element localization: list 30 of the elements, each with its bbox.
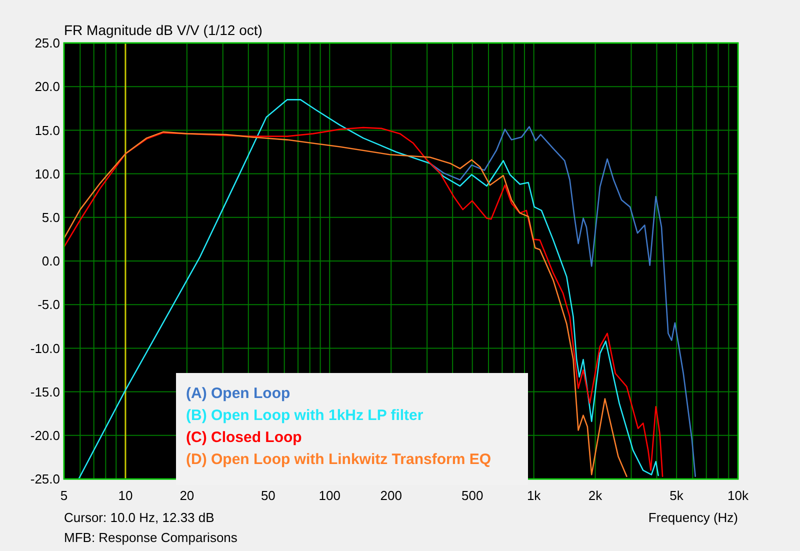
text: (B) Open Loop with 1kHz LP filter	[186, 407, 424, 424]
x-tick-label: 5	[60, 488, 68, 503]
x-tick-label: 20	[180, 488, 194, 503]
x-tick-label: 2k	[588, 488, 603, 503]
x-tick-label: 10	[118, 488, 133, 503]
x-tick-label: 200	[380, 488, 402, 503]
y-tick-label: -25.0	[30, 472, 60, 487]
chart-title: FR Magnitude dB V/V (1/12 oct)	[64, 22, 262, 38]
x-tick-label: 500	[462, 488, 484, 503]
x-tick-label: 100	[318, 488, 340, 503]
x-axis-title: Frequency (Hz)	[648, 510, 738, 525]
y-tick-label: -10.0	[30, 340, 60, 356]
y-tick-label: -5.0	[38, 297, 60, 312]
x-tick-label: 1k	[526, 488, 542, 503]
text: (C) Closed Loop	[186, 429, 302, 446]
text: (A) Open Loop	[186, 385, 290, 402]
y-tick-label: 25.0	[34, 36, 60, 51]
y-tick-label: 5.0	[42, 210, 60, 225]
y-tick-label: 20.0	[34, 79, 60, 94]
y-tick-label: 0.0	[42, 254, 60, 269]
text: MFB: Response Comparisons	[64, 530, 238, 545]
y-tick-label: -20.0	[30, 428, 60, 443]
text: Cursor: 10.0 Hz, 12.33 dB	[64, 510, 214, 525]
y-tick-label: -15.0	[30, 384, 60, 400]
y-tick-label: 10.0	[34, 166, 60, 182]
x-tick-label: 50	[260, 488, 276, 503]
x-tick-label: 10k	[728, 488, 749, 503]
y-tick-label: 15.0	[34, 122, 60, 138]
text: (D) Open Loop with Linkwitz Transform EQ	[186, 451, 492, 468]
x-tick-label: 5k	[670, 488, 684, 503]
